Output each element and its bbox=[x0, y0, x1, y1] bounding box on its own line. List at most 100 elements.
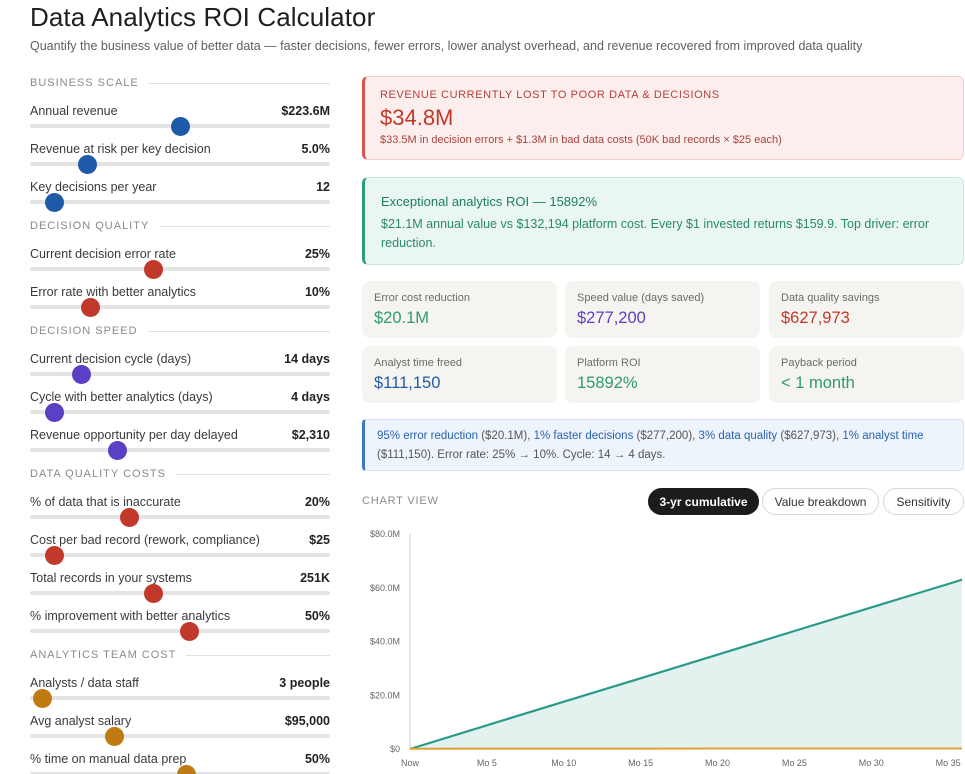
section-divider bbox=[175, 473, 330, 475]
metric-payback-period: Payback period < 1 month bbox=[769, 346, 964, 403]
slider-track[interactable] bbox=[30, 200, 330, 204]
metric-label: Error cost reduction bbox=[374, 292, 470, 304]
x-tick-label: Now bbox=[401, 758, 420, 768]
slider-value: 50% bbox=[304, 752, 330, 766]
slider-track[interactable] bbox=[30, 696, 330, 700]
metric-label: Platform ROI bbox=[577, 357, 641, 369]
driver-analyst-time: 1% analyst time bbox=[842, 430, 924, 442]
slider-thumb[interactable] bbox=[44, 546, 64, 565]
cumulative-value-chart: $0 $20.0M $40.0M $60.0M $80.0M Now Mo 5 Mo 10 Mo… bbox=[370, 529, 963, 768]
slider-track[interactable] bbox=[30, 410, 330, 414]
slider-label: Key decisions per year bbox=[30, 180, 157, 194]
metric-label: Speed value (days saved) bbox=[577, 292, 705, 304]
series-line-0 bbox=[409, 578, 963, 751]
slider-track[interactable] bbox=[30, 162, 330, 166]
metric-value: 15892% bbox=[577, 374, 638, 392]
section-heading: DECISION QUALITY bbox=[30, 220, 150, 232]
revenue-lost-amount: $34.8M bbox=[380, 105, 454, 130]
slider-track[interactable] bbox=[30, 515, 330, 519]
slider-track[interactable] bbox=[30, 305, 330, 309]
section-data-quality-costs: DATA QUALITY COSTS bbox=[30, 468, 330, 480]
slider-label: % improvement with better analytics bbox=[30, 609, 231, 623]
slider-value: 5.0% bbox=[301, 142, 331, 156]
slider-label: Revenue opportunity per day delayed bbox=[30, 428, 238, 442]
slider-label: Cost per bad record (rework, compliance) bbox=[30, 533, 260, 547]
slider-thumb[interactable] bbox=[104, 727, 124, 746]
slider-label: Cycle with better analytics (days) bbox=[30, 390, 213, 404]
slider-track[interactable] bbox=[30, 734, 330, 738]
slider-thumb[interactable] bbox=[119, 508, 139, 527]
slider-revenue-at-risk: Revenue at risk per key decision 5.0% bbox=[30, 142, 330, 174]
slider-thumb[interactable] bbox=[44, 403, 64, 422]
slider-track[interactable] bbox=[30, 448, 330, 452]
x-tick-label: Mo 30 bbox=[859, 758, 884, 768]
driver-text: ($111,150). Error rate: 25% → 10%. Cycle… bbox=[377, 449, 666, 461]
slider-cost-per-bad-record: Cost per bad record (rework, compliance)… bbox=[30, 533, 330, 565]
slider-track[interactable] bbox=[30, 372, 330, 376]
driver-text: ($627,973), bbox=[777, 430, 843, 442]
roi-alert: Exceptional analytics ROI — 15892% $21.1… bbox=[362, 177, 964, 265]
metric-speed-value: Speed value (days saved) $277,200 bbox=[565, 281, 760, 338]
slider-thumb[interactable] bbox=[179, 622, 199, 641]
slider-thumb[interactable] bbox=[44, 193, 64, 212]
slider-thumb[interactable] bbox=[32, 689, 52, 708]
y-tick-label: $40.0M bbox=[370, 637, 400, 647]
tab-value-breakdown[interactable]: Value breakdown bbox=[762, 488, 879, 515]
page-title: Data Analytics ROI Calculator bbox=[30, 2, 376, 32]
driver-faster-decisions: 1% faster decisions bbox=[533, 430, 634, 442]
slider-thumb[interactable] bbox=[143, 584, 163, 603]
slider-thumb[interactable] bbox=[80, 298, 100, 317]
slider-thumb[interactable] bbox=[71, 365, 91, 384]
metric-value: $277,200 bbox=[577, 309, 646, 327]
slider-value: $25 bbox=[309, 533, 330, 547]
slider-value: 4 days bbox=[291, 390, 330, 404]
metric-label: Payback period bbox=[781, 357, 857, 369]
slider-thumb[interactable] bbox=[170, 117, 190, 136]
slider-label: Revenue at risk per key decision bbox=[30, 142, 211, 156]
x-tick-label: Mo 25 bbox=[782, 758, 807, 768]
slider-track[interactable] bbox=[30, 267, 330, 271]
section-analytics-team-cost: ANALYTICS TEAM COST bbox=[30, 649, 330, 661]
revenue-lost-alert: REVENUE CURRENTLY LOST TO POOR DATA & DE… bbox=[362, 76, 964, 160]
revenue-lost-kicker: REVENUE CURRENTLY LOST TO POOR DATA & DE… bbox=[380, 89, 720, 101]
section-heading: BUSINESS SCALE bbox=[30, 77, 139, 89]
x-tick-label: Mo 5 bbox=[477, 758, 497, 768]
tab-3yr-cumulative[interactable]: 3-yr cumulative bbox=[648, 488, 759, 515]
section-decision-speed: DECISION SPEED bbox=[30, 325, 330, 337]
section-heading: DATA QUALITY COSTS bbox=[30, 468, 166, 480]
slider-current-error-rate: Current decision error rate 25% bbox=[30, 247, 330, 279]
slider-value: $223.6M bbox=[281, 104, 330, 118]
slider-value: $2,310 bbox=[291, 428, 330, 442]
driver-text: ($277,200), bbox=[633, 430, 699, 442]
x-tick-label: Mo 20 bbox=[705, 758, 730, 768]
slider-total-records: Total records in your systems 251K bbox=[30, 571, 330, 603]
slider-thumb[interactable] bbox=[143, 260, 163, 279]
slider-thumb[interactable] bbox=[77, 155, 97, 174]
section-heading: DECISION SPEED bbox=[30, 325, 138, 337]
section-divider bbox=[148, 82, 330, 84]
y-tick-label: $0 bbox=[390, 744, 400, 754]
slider-value: 251K bbox=[300, 571, 330, 585]
metric-value: < 1 month bbox=[781, 374, 855, 392]
tab-sensitivity[interactable]: Sensitivity bbox=[883, 488, 964, 515]
x-tick-label: Mo 15 bbox=[628, 758, 653, 768]
slider-thumb[interactable] bbox=[107, 441, 127, 460]
page-subtitle: Quantify the business value of better da… bbox=[30, 39, 863, 53]
metric-platform-roi: Platform ROI 15892% bbox=[565, 346, 760, 403]
slider-current-cycle: Current decision cycle (days) 14 days bbox=[30, 352, 330, 384]
metric-error-cost-reduction: Error cost reduction $20.1M bbox=[362, 281, 557, 338]
slider-label: Analysts / data staff bbox=[30, 676, 139, 690]
slider-track[interactable] bbox=[30, 591, 330, 595]
slider-label: Avg analyst salary bbox=[30, 714, 132, 728]
slider-value: 3 people bbox=[279, 676, 330, 690]
slider-track[interactable] bbox=[30, 553, 330, 557]
slider-value: 50% bbox=[304, 609, 330, 623]
slider-thumb[interactable] bbox=[176, 765, 196, 774]
slider-value: 12 bbox=[316, 180, 330, 194]
slider-better-cycle: Cycle with better analytics (days) 4 days bbox=[30, 390, 330, 422]
slider-label: Current decision error rate bbox=[30, 247, 176, 261]
section-decision-quality: DECISION QUALITY bbox=[30, 220, 330, 232]
slider-data-inaccurate: % of data that is inaccurate 20% bbox=[30, 495, 330, 527]
slider-label: Annual revenue bbox=[30, 104, 118, 118]
driver-error-reduction: 95% error reduction bbox=[377, 430, 478, 442]
